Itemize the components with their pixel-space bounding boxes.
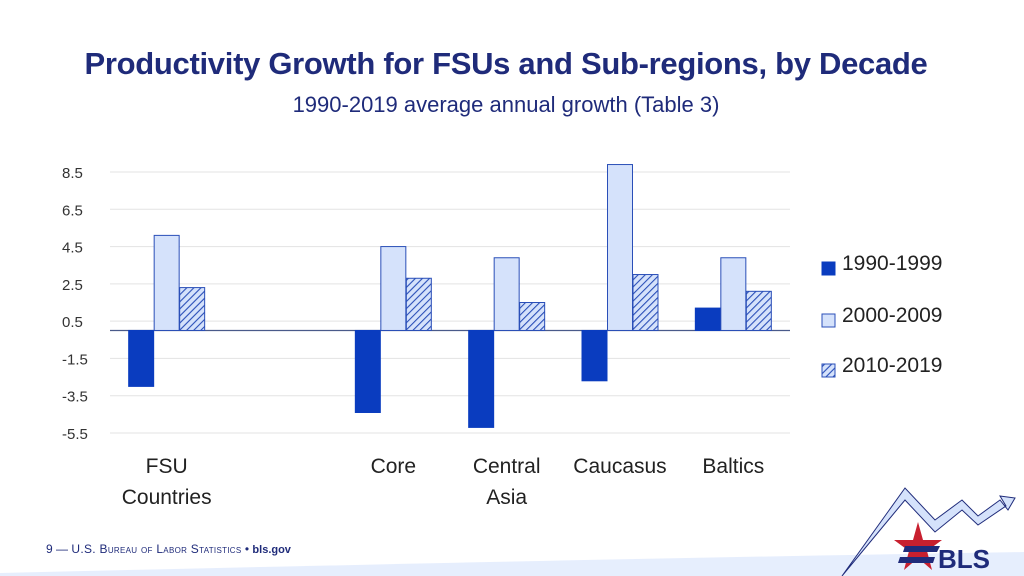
y-tick-label: 6.5 <box>62 202 83 219</box>
bar-2010-2019 <box>745 290 772 331</box>
page-number: 9 <box>46 542 53 556</box>
x-tick-label: Asia <box>486 486 527 509</box>
bar-2000-2009 <box>493 257 520 331</box>
chart-subtitle: 1990-2019 average annual growth (Table 3… <box>292 92 720 117</box>
bar-2010-2019 <box>405 277 432 331</box>
bar-1990-1999 <box>128 329 155 387</box>
bar-2000-2009 <box>380 246 407 331</box>
footer: 9 — U.S. Bureau of Labor Statistics • bl… <box>46 542 291 556</box>
y-tick-label: -5.5 <box>62 426 88 443</box>
footer-dash: — <box>56 542 69 556</box>
x-tick-label: Core <box>371 455 417 478</box>
bar-2000-2009 <box>607 164 633 331</box>
footer-site-link[interactable]: bls.gov <box>252 544 291 556</box>
legend-swatch-2000-2009 <box>821 313 836 328</box>
bar-1990-1999 <box>354 329 381 413</box>
legend-swatch-2010-2019 <box>821 363 836 378</box>
legend-label: 2010-2019 <box>842 354 942 377</box>
bar-1990-1999 <box>581 329 608 382</box>
bar-2000-2009 <box>153 234 180 331</box>
bar-2010-2019 <box>179 287 206 331</box>
y-tick-label: -3.5 <box>62 389 88 406</box>
x-tick-label: Countries <box>122 486 212 509</box>
bar-1990-1999 <box>468 329 495 428</box>
chart-title: Productivity Growth for FSUs and Sub-reg… <box>84 46 928 81</box>
x-tick-label: Central <box>473 455 541 478</box>
y-tick-label: 0.5 <box>62 314 83 331</box>
legend-label: 1990-1999 <box>842 252 942 275</box>
x-tick-label: Caucasus <box>573 455 666 478</box>
bar-2010-2019 <box>632 274 659 331</box>
bls-logo-text: BLS <box>938 544 990 574</box>
y-tick-label: 8.5 <box>62 165 83 182</box>
footer-org: U.S. Bureau of Labor Statistics <box>71 542 242 556</box>
y-tick-label: 2.5 <box>62 277 83 294</box>
legend-swatch-1990-1999 <box>821 261 836 276</box>
bar-2010-2019 <box>519 302 546 331</box>
flag-stripes <box>898 546 940 563</box>
footer-bullet: • <box>244 542 250 556</box>
x-tick-label: FSU <box>146 455 188 478</box>
x-tick-label: Baltics <box>702 455 764 478</box>
y-tick-label: 4.5 <box>62 240 83 257</box>
legend-label: 2000-2009 <box>842 304 942 327</box>
trend-arrow-icon <box>841 487 1016 576</box>
y-tick-label: -1.5 <box>62 351 88 368</box>
footer-swoosh <box>0 552 1024 576</box>
bar-2000-2009 <box>720 257 747 331</box>
